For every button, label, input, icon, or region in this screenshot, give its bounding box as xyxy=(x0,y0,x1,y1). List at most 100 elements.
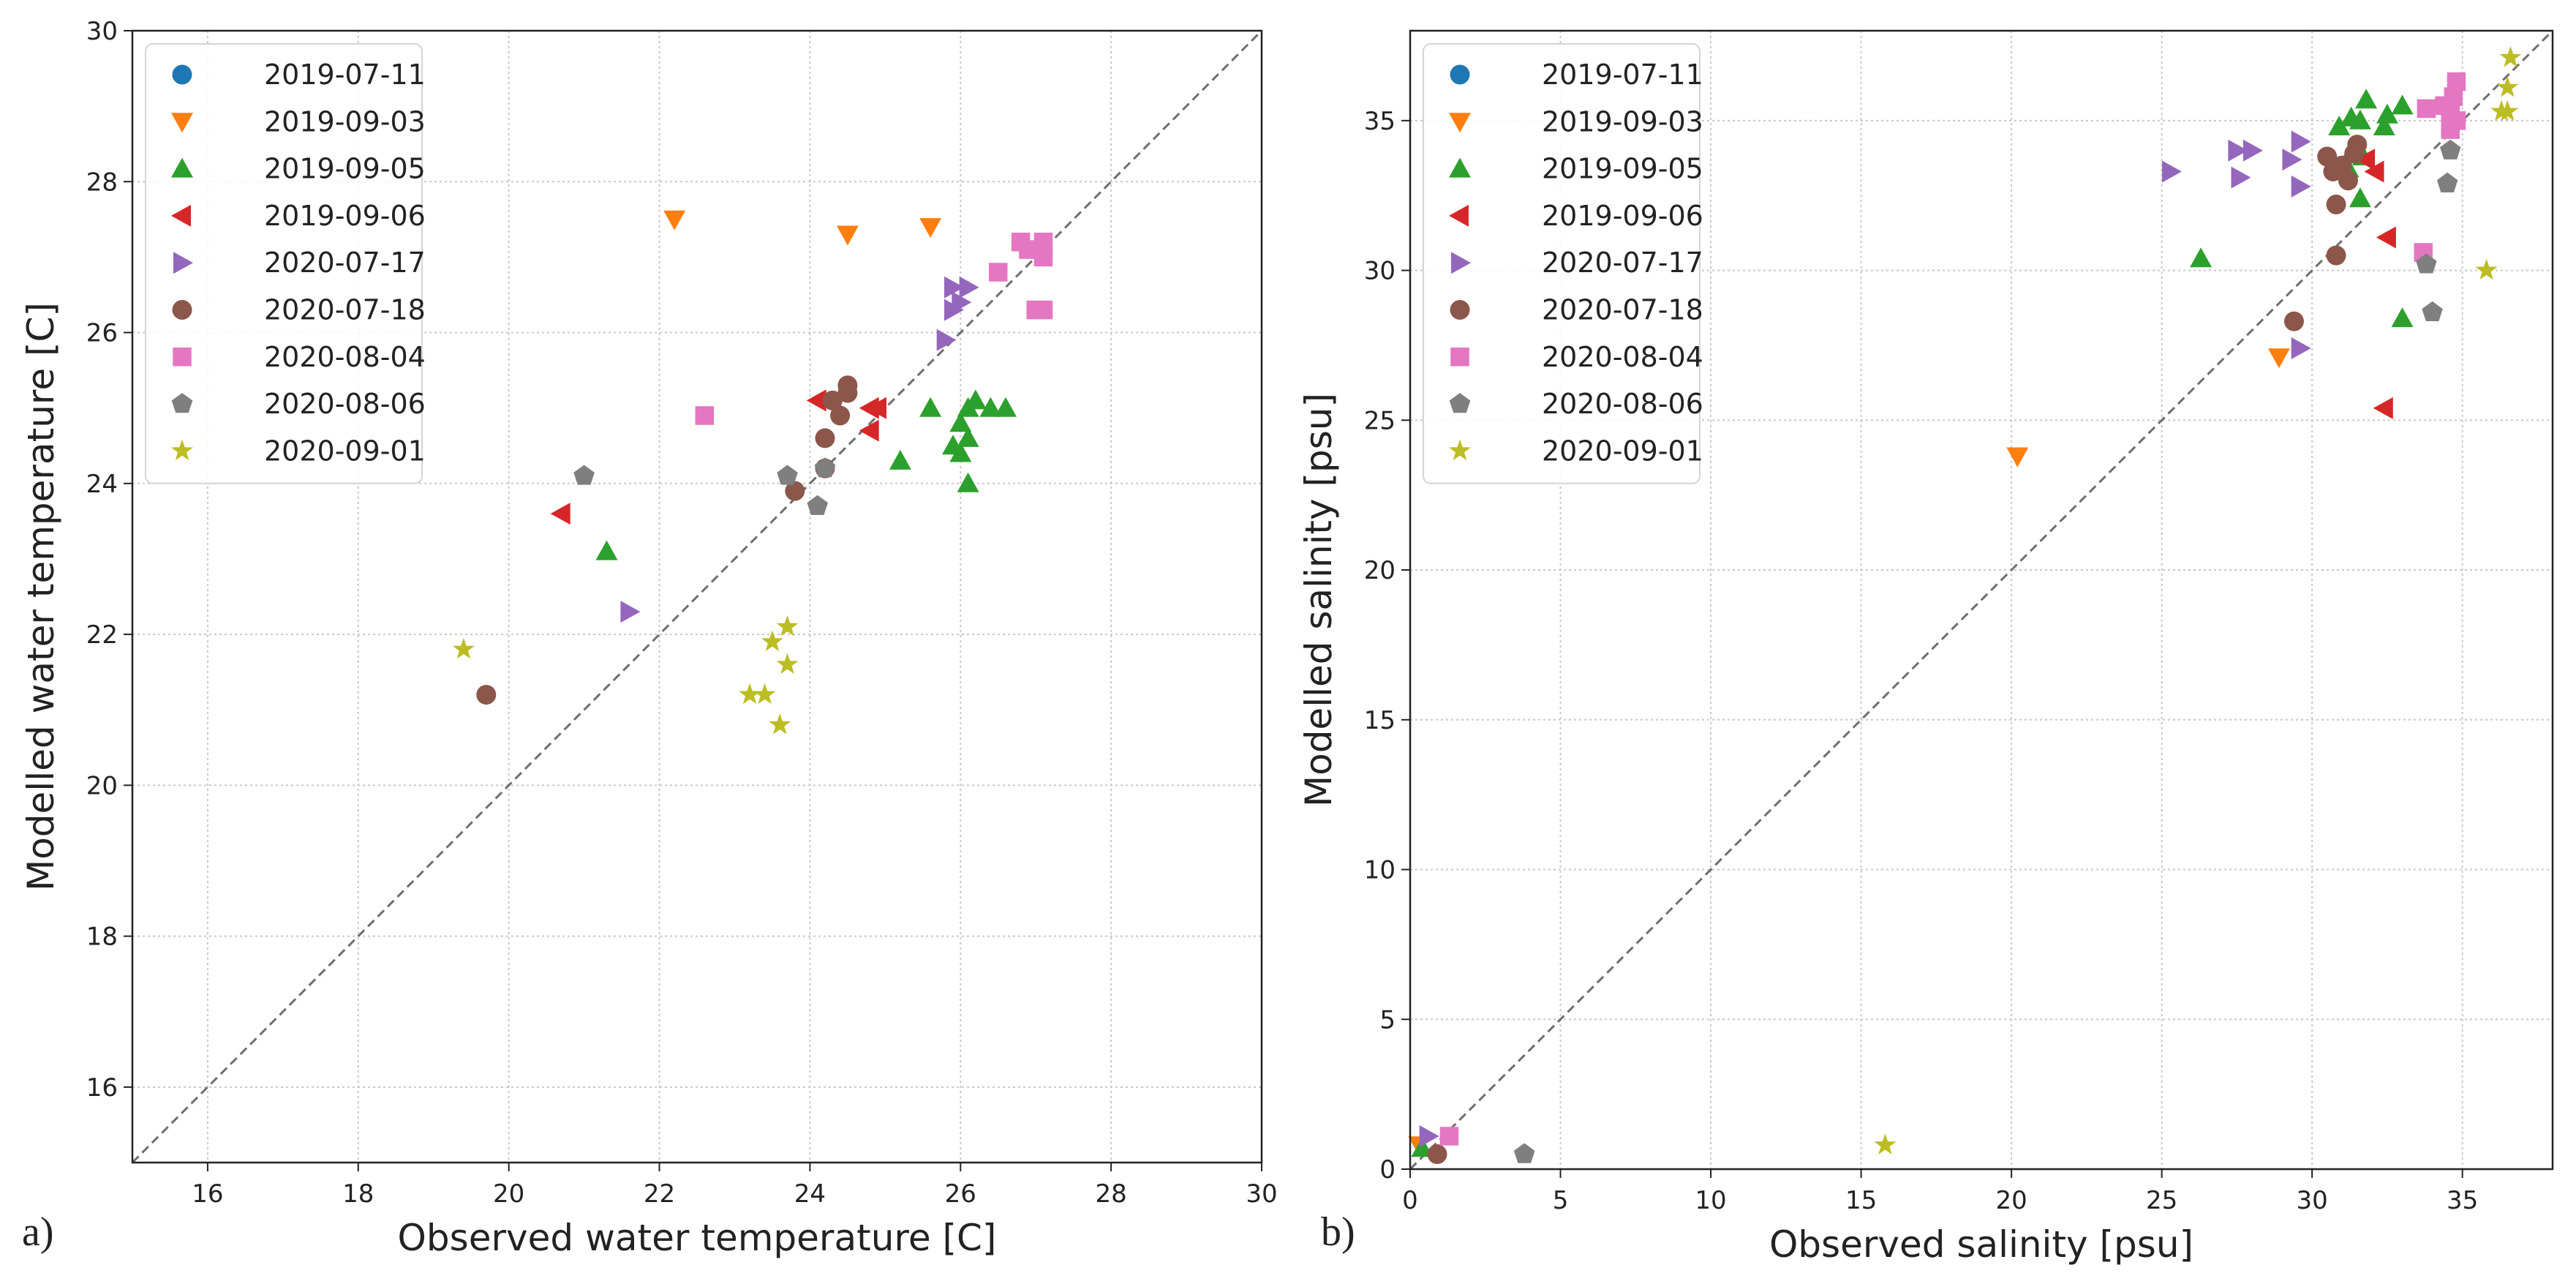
data-point xyxy=(761,630,783,652)
data-point xyxy=(837,375,858,396)
data-point xyxy=(814,457,836,478)
data-point xyxy=(889,449,911,470)
data-point xyxy=(573,465,595,485)
data-point xyxy=(2376,226,2396,249)
data-point xyxy=(964,389,987,410)
y-tick-label: 35 xyxy=(1364,107,1396,136)
data-point xyxy=(2499,46,2522,67)
x-tick-label: 18 xyxy=(342,1179,374,1209)
data-point xyxy=(2162,160,2182,183)
legend-marker xyxy=(171,439,193,461)
y-axis-label: Modelled water temperature [C] xyxy=(20,302,62,891)
x-tick-label: 35 xyxy=(2447,1186,2478,1215)
data-point xyxy=(2338,170,2358,191)
data-point xyxy=(1419,1125,1439,1147)
data-point xyxy=(2496,76,2519,97)
data-point xyxy=(2283,311,2304,331)
data-point xyxy=(949,442,972,462)
data-point xyxy=(959,276,979,299)
x-tick-label: 25 xyxy=(2146,1186,2177,1215)
legend-marker xyxy=(171,393,193,413)
legend-marker xyxy=(1449,439,1471,461)
x-tick-label: 30 xyxy=(2297,1186,2328,1215)
data-point xyxy=(2416,253,2437,274)
data-point xyxy=(769,713,791,735)
data-point xyxy=(1033,233,1053,252)
legend-marker xyxy=(173,252,193,274)
data-point xyxy=(2475,258,2498,280)
legend-label: 2019-09-06 xyxy=(1542,200,1703,232)
legend-label: 2019-07-11 xyxy=(1542,59,1703,91)
x-tick-label: 20 xyxy=(1995,1186,2027,1215)
legend-box xyxy=(1423,43,1701,484)
data-point xyxy=(1439,1127,1459,1146)
data-point xyxy=(822,390,843,410)
data-point xyxy=(2282,149,2302,171)
legend-label: 2020-08-06 xyxy=(1542,388,1703,420)
legend-marker xyxy=(171,157,193,178)
legend-marker xyxy=(1451,252,1471,274)
data-point xyxy=(2242,139,2263,162)
data-point xyxy=(2447,72,2466,91)
panel-b: 0 5 10 15 20 25 30 35051015202530352019-07-1120… xyxy=(1298,29,2554,1266)
y-tick-label: 20 xyxy=(86,771,118,800)
data-point xyxy=(695,406,715,425)
y-tick-label: 5 xyxy=(1379,1005,1396,1035)
data-point xyxy=(919,218,942,239)
x-tick-label: 28 xyxy=(1096,1179,1127,1209)
data-point xyxy=(2006,447,2029,468)
legend-label: 2019-09-05 xyxy=(264,153,426,185)
data-point xyxy=(815,428,835,448)
data-point xyxy=(2447,111,2466,130)
legend-label: 2019-07-11 xyxy=(264,59,426,91)
legend-label: 2020-09-01 xyxy=(264,435,426,467)
data-point xyxy=(2228,139,2248,162)
data-point xyxy=(452,637,475,659)
data-point xyxy=(2355,149,2376,171)
legend-marker xyxy=(1450,348,1469,367)
x-tick-label: 26 xyxy=(945,1179,976,1209)
data-point xyxy=(944,276,964,299)
plot-frame xyxy=(1409,29,2554,1171)
data-point xyxy=(2332,155,2352,176)
data-point xyxy=(919,397,942,417)
y-tick-label: 28 xyxy=(86,168,118,197)
data-point xyxy=(663,210,686,230)
x-tick-label: 22 xyxy=(644,1179,675,1209)
legend: 2019-07-11 2019-09-03 2019-09-05 2019-09-06… xyxy=(145,43,426,484)
x-axis-label: Observed water temperature [C] xyxy=(398,1217,997,1259)
x-axis-label: Observed salinity [psu] xyxy=(1769,1223,2193,1266)
y-axis-label: Modelled salinity [psu] xyxy=(1298,393,1340,807)
y-tick-label: 24 xyxy=(86,470,118,499)
data-point xyxy=(859,419,879,442)
data-point xyxy=(2373,116,2395,135)
data-point xyxy=(2190,247,2212,268)
x-tick-label: 10 xyxy=(1695,1186,1726,1215)
data-point xyxy=(2422,301,2443,321)
data-point xyxy=(2291,130,2311,153)
legend-marker xyxy=(1450,64,1470,85)
legend-marker xyxy=(1449,157,1471,178)
data-point xyxy=(2326,194,2346,214)
data-point xyxy=(2349,109,2371,129)
data-point xyxy=(2231,166,2251,189)
data-point xyxy=(806,389,826,412)
y-tick-label: 25 xyxy=(1364,406,1396,435)
y-tick-label: 30 xyxy=(86,17,118,46)
data-point xyxy=(2355,89,2378,109)
legend-label: 2020-08-04 xyxy=(264,341,426,373)
y-tick-label: 22 xyxy=(86,620,118,650)
legend-marker xyxy=(172,64,192,85)
y-tick-label: 18 xyxy=(86,923,118,952)
data-point xyxy=(807,495,828,515)
data-point xyxy=(550,503,570,525)
y-tick-label: 30 xyxy=(1364,257,1396,286)
data-point xyxy=(952,291,972,314)
legend-label: 2019-09-06 xyxy=(264,200,426,232)
data-point xyxy=(2436,172,2458,192)
data-point xyxy=(785,481,805,501)
y-tick-label: 16 xyxy=(86,1073,118,1103)
data-points xyxy=(1408,46,2522,1165)
legend-label: 2020-09-01 xyxy=(1542,435,1703,467)
